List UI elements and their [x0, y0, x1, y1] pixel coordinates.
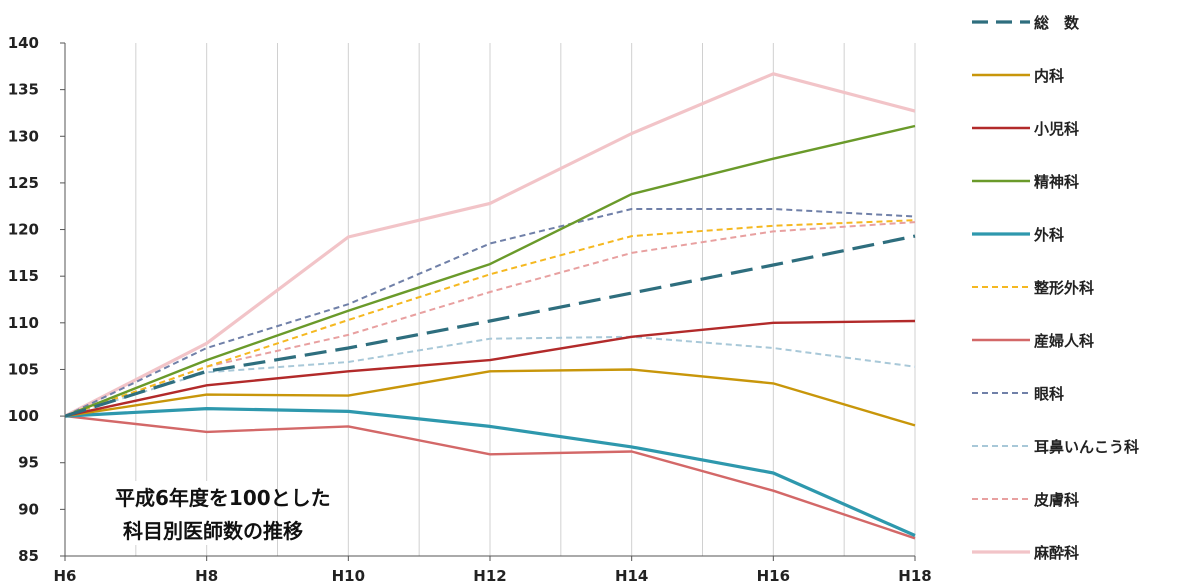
- annotation-line-1: 平成6年度を100とした: [115, 486, 331, 510]
- x-tick-label: H12: [473, 567, 506, 585]
- series-line-10: [64, 72, 916, 418]
- legend-label: 総 数: [1034, 14, 1080, 32]
- legend-label: 整形外科: [1034, 279, 1094, 297]
- y-tick-label: 125: [8, 174, 39, 192]
- series-line-4: [64, 407, 916, 537]
- y-tick-label: 115: [8, 267, 39, 285]
- annotation-line-2: 科目別医師数の推移: [123, 519, 303, 543]
- y-tick-label: 135: [8, 81, 39, 99]
- y-tick-label: 140: [8, 34, 39, 52]
- series-line-6: [64, 414, 916, 540]
- y-tick-label: 100: [8, 407, 39, 425]
- legend-label: 麻酔科: [1033, 544, 1079, 562]
- series-line-2: [64, 319, 916, 418]
- legend-label: 産婦人科: [1034, 332, 1094, 350]
- series-line-1: [64, 368, 916, 427]
- series-line-3: [64, 124, 916, 418]
- series-layer: [64, 72, 916, 540]
- legend-label: 耳鼻いんこう科: [1034, 438, 1139, 456]
- x-tick-label: H14: [615, 567, 648, 585]
- legend-label: 眼科: [1034, 385, 1064, 403]
- legend-label: 小児科: [1034, 120, 1079, 138]
- chart-annotation: 平成6年度を100とした 科目別医師数の推移: [100, 481, 331, 545]
- x-tick-label: H18: [898, 567, 931, 585]
- legend-label: 内科: [1034, 67, 1064, 85]
- y-tick-label: 105: [8, 360, 39, 378]
- y-tick-label: 130: [8, 127, 39, 145]
- series-line-8: [64, 335, 916, 418]
- x-tick-label: H6: [54, 567, 77, 585]
- legend-label: 外科: [1033, 226, 1064, 244]
- y-tick-label: 110: [8, 314, 39, 332]
- y-tick-label: 120: [8, 221, 39, 239]
- legend-label: 皮膚科: [1034, 491, 1079, 509]
- x-tick-label: H10: [332, 567, 365, 585]
- y-tick-label: 90: [18, 500, 39, 518]
- y-tick-label: 95: [18, 454, 39, 472]
- axis-layer: 85 90 95 100 105 110 115 120 125 130 135 140 H6 H8 H10…: [8, 34, 932, 585]
- y-tick-label: 85: [18, 547, 39, 565]
- x-tick-label: H16: [757, 567, 790, 585]
- x-tick-label: H8: [195, 567, 218, 585]
- series-line-0: [64, 234, 916, 418]
- legend-label: 精神科: [1034, 173, 1079, 191]
- series-line-5: [64, 219, 916, 418]
